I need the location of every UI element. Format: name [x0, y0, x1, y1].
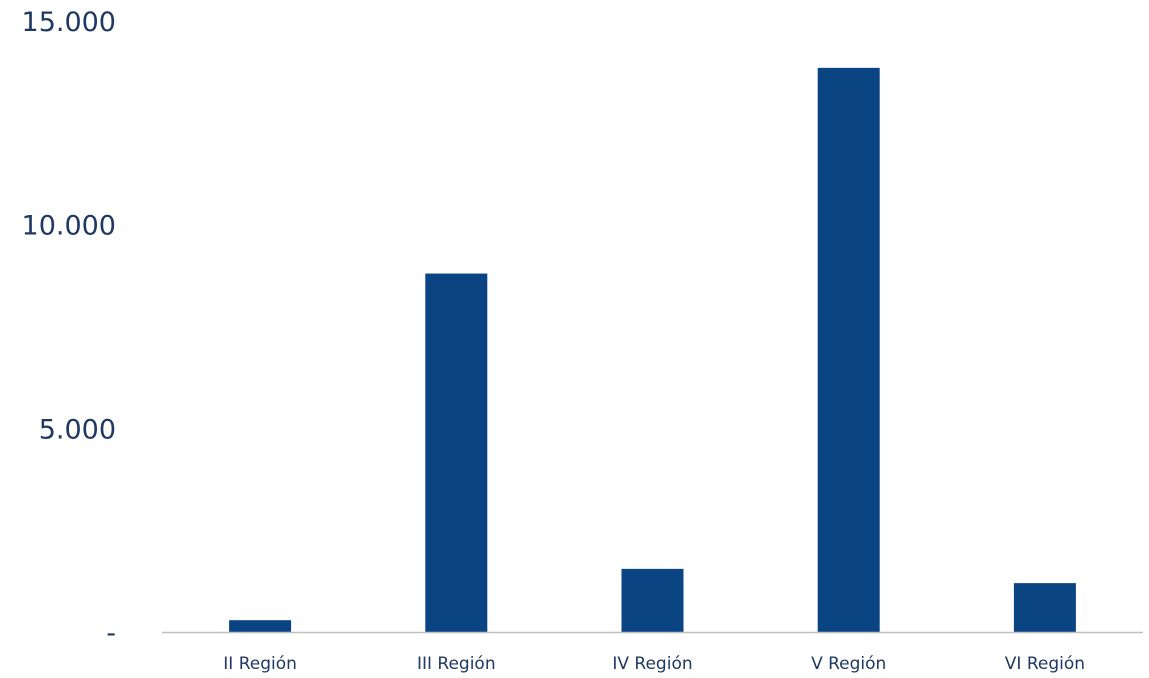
y-tick-label: 10.000: [22, 211, 116, 242]
y-tick-label: 5.000: [39, 414, 116, 445]
x-category-label: III Región: [417, 654, 496, 674]
bar: [817, 67, 880, 633]
x-category-label: VI Región: [1005, 654, 1085, 674]
bar-series: [229, 67, 1076, 633]
x-axis-category-labels: II Región III Región IV Región V Región VI R…: [223, 654, 1085, 674]
x-category-label: II Región: [223, 654, 297, 674]
y-axis-tick-labels: - 5.000 10.000 15.000: [22, 7, 116, 649]
y-tick-label: 15.000: [22, 7, 116, 38]
bar: [425, 273, 488, 632]
x-category-label: IV Región: [612, 654, 692, 674]
bar: [229, 620, 292, 632]
bar: [621, 568, 684, 632]
x-category-label: V Región: [811, 654, 886, 674]
y-tick-label: -: [106, 618, 116, 649]
bar: [1013, 583, 1076, 632]
